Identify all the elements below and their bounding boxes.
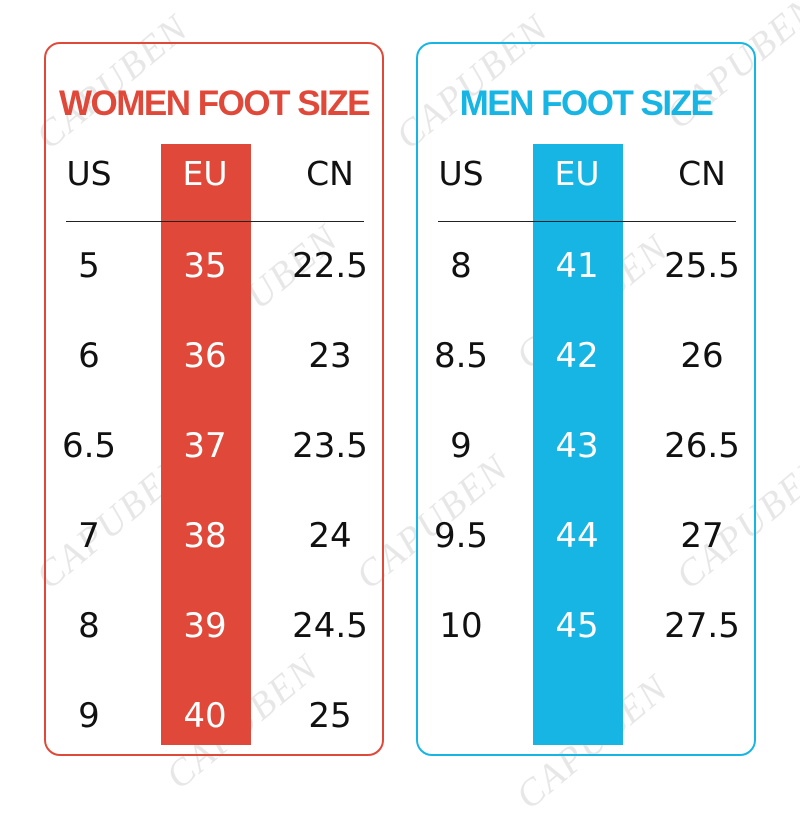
women-cn-cell: 25 (308, 696, 352, 736)
men-cn-cell: 26.5 (664, 426, 740, 466)
men-us-cell: 8 (450, 246, 472, 286)
women-cn-cell: 23.5 (292, 426, 368, 466)
men-cn-cell: 27 (680, 516, 724, 556)
men-eu-cell: 45 (555, 606, 599, 646)
men-us-cell: 8.5 (433, 336, 489, 376)
men-cn-cell: 27.5 (664, 606, 740, 646)
women-header-us: US (66, 154, 112, 193)
women-us-cell: 6 (78, 336, 100, 376)
men-header-divider (438, 221, 736, 222)
women-us-cell: 9 (78, 696, 100, 736)
women-eu-column-highlight (161, 144, 251, 745)
men-title: MEN FOOT SIZE (459, 84, 714, 123)
men-eu-column-highlight (533, 144, 623, 745)
men-us-cell: 10 (439, 606, 483, 646)
women-eu-cell: 40 (183, 696, 227, 736)
women-eu-cell: 39 (183, 606, 227, 646)
women-us-cell: 7 (78, 516, 100, 556)
women-eu-cell: 37 (183, 426, 227, 466)
men-cn-cell: 26 (680, 336, 724, 376)
women-title: WOMEN FOOT SIZE (59, 84, 370, 123)
men-us-cell: 9.5 (433, 516, 489, 556)
men-cn-cell: 25.5 (664, 246, 740, 286)
men-eu-cell: 44 (555, 516, 599, 556)
men-header-eu: EU (554, 154, 600, 193)
women-us-cell: 5 (78, 246, 100, 286)
women-header-cn: CN (306, 154, 354, 193)
women-cn-cell: 24 (308, 516, 352, 556)
women-size-panel: WOMEN FOOT SIZE US EU CN 5 35 22.5 6 36 … (44, 42, 384, 756)
men-us-cell: 9 (450, 426, 472, 466)
men-header-cn: CN (678, 154, 726, 193)
men-eu-cell: 43 (555, 426, 599, 466)
women-cn-cell: 24.5 (292, 606, 368, 646)
women-cn-cell: 22.5 (292, 246, 368, 286)
men-eu-cell: 42 (555, 336, 599, 376)
women-eu-cell: 35 (183, 246, 227, 286)
women-eu-cell: 38 (183, 516, 227, 556)
women-us-cell: 8 (78, 606, 100, 646)
women-header-eu: EU (182, 154, 228, 193)
women-cn-cell: 23 (308, 336, 352, 376)
women-us-cell: 6.5 (61, 426, 117, 466)
men-header-us: US (438, 154, 484, 193)
women-header-divider (66, 221, 364, 222)
men-size-panel: MEN FOOT SIZE US EU CN 8 41 25.5 8.5 42 … (416, 42, 756, 756)
women-eu-cell: 36 (183, 336, 227, 376)
men-eu-cell: 41 (555, 246, 599, 286)
